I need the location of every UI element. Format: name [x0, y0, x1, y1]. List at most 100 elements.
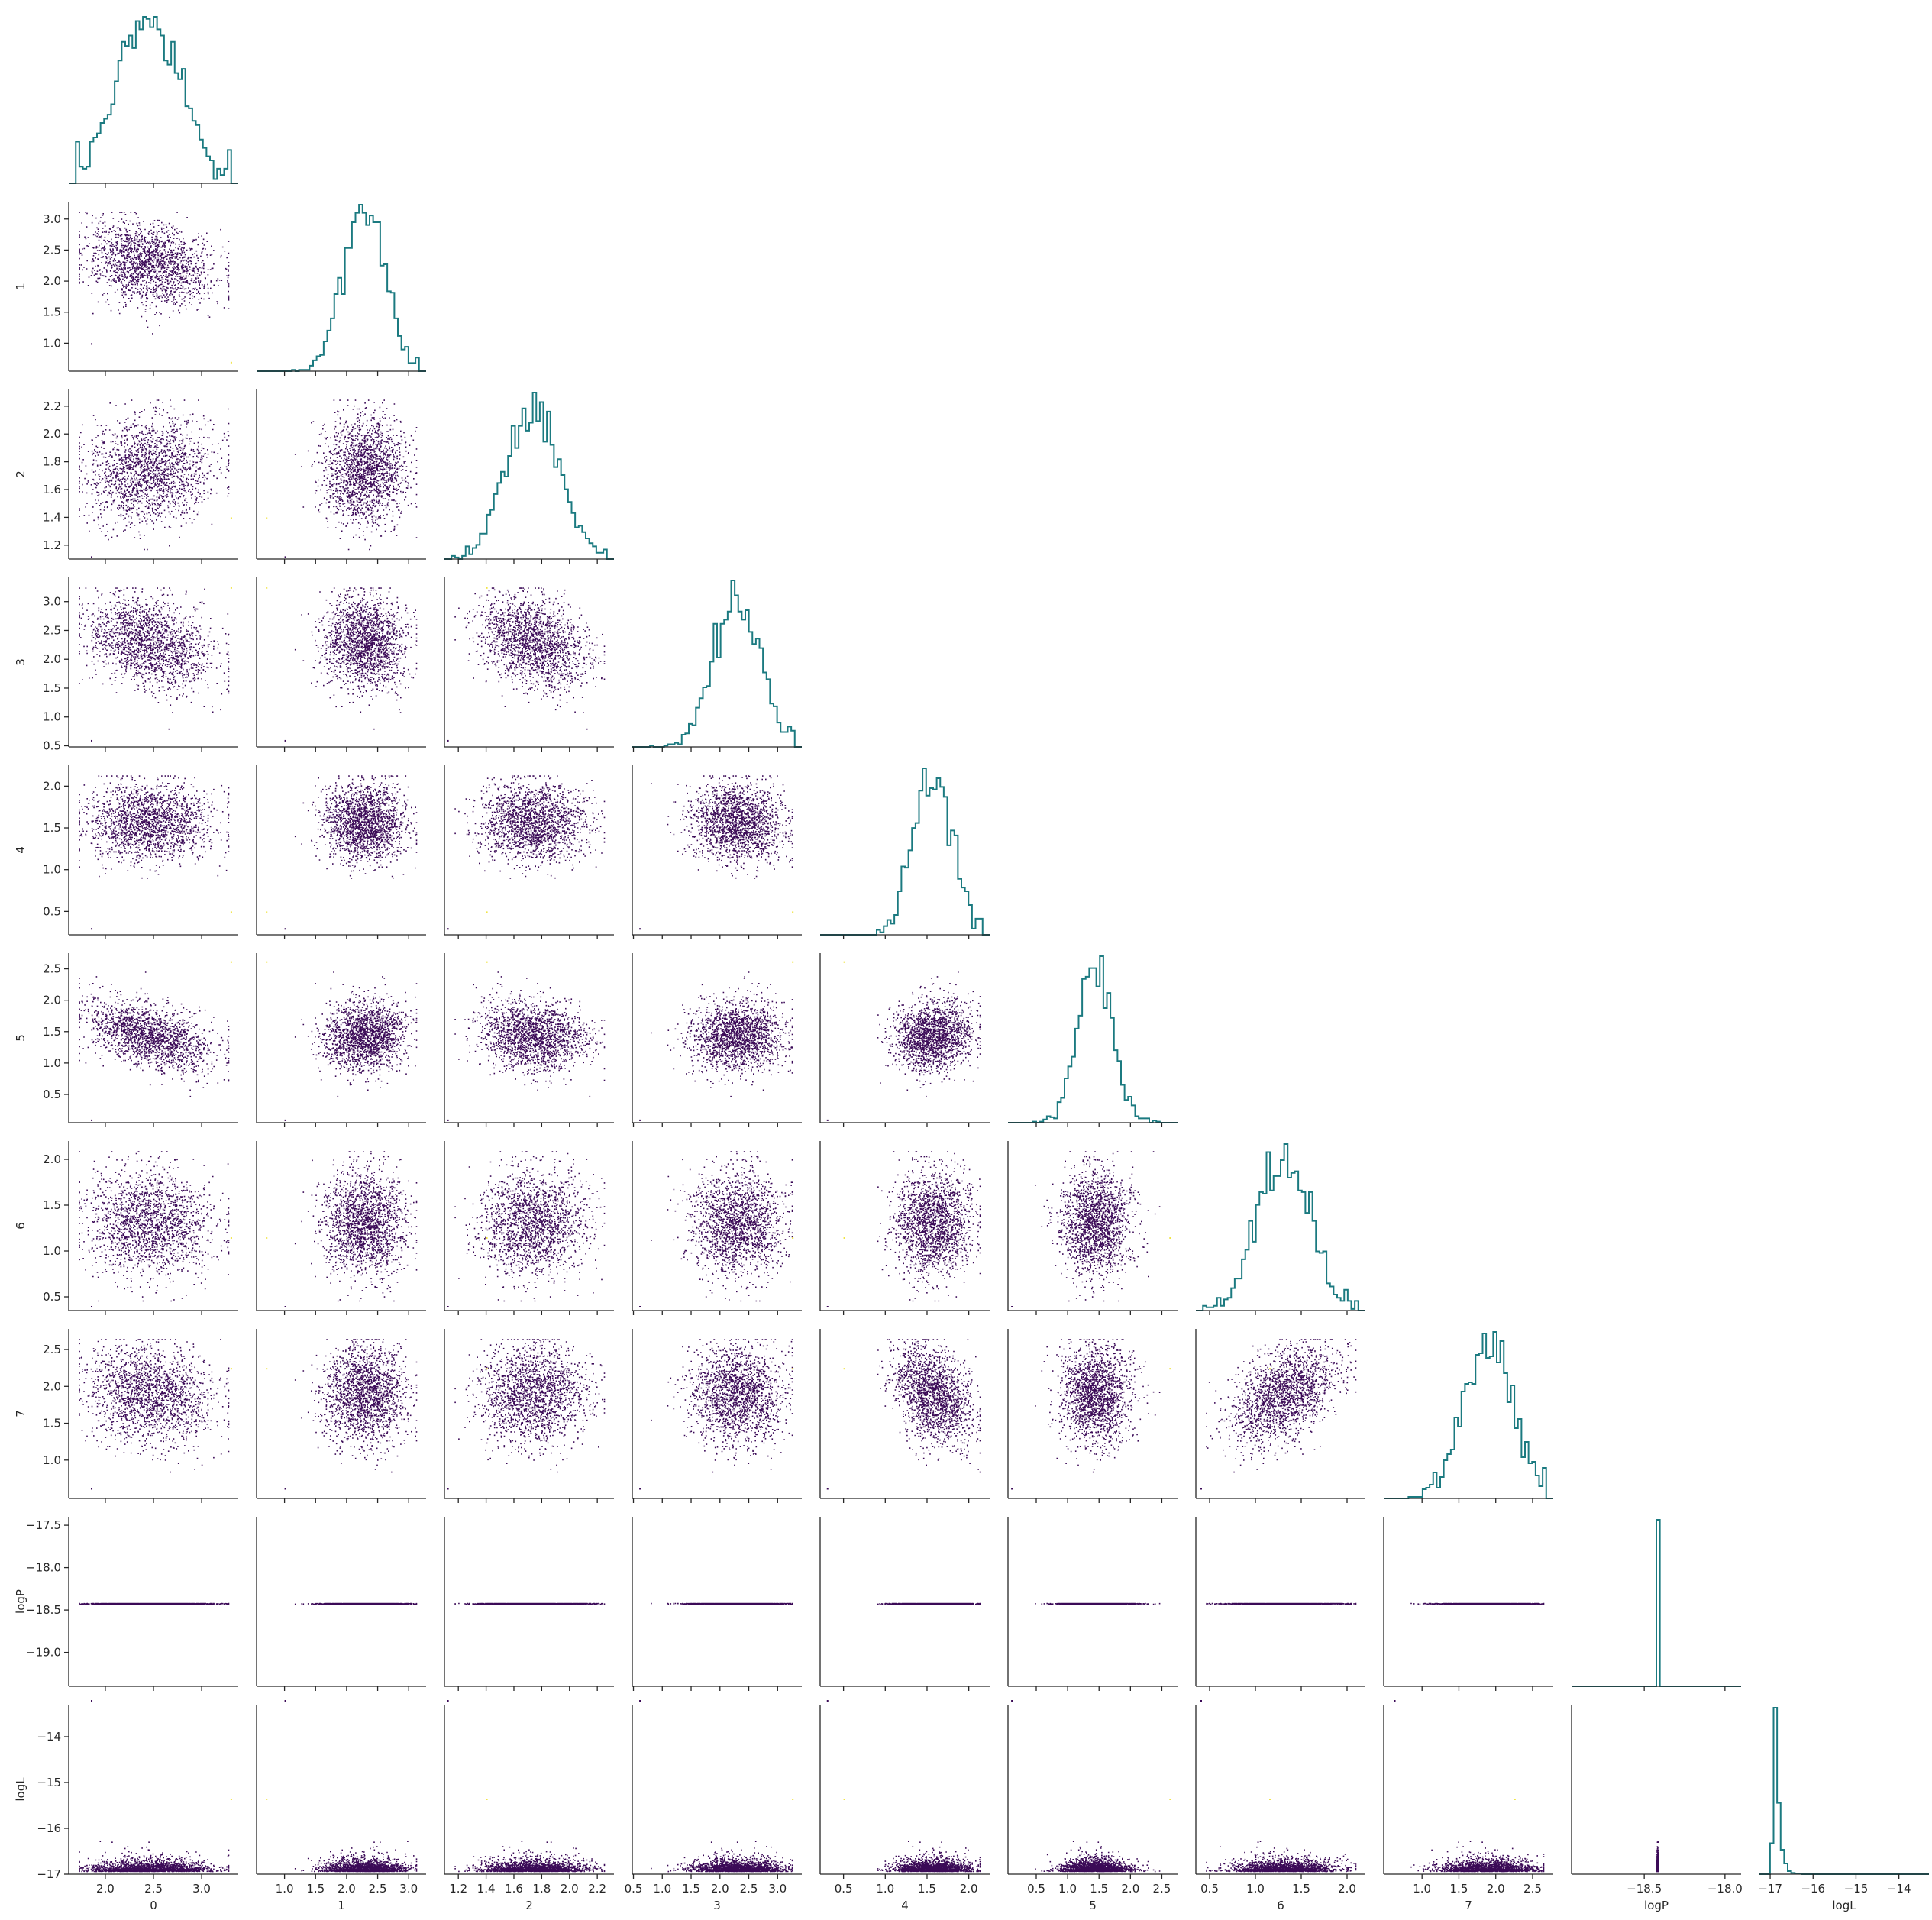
scatter-points-logP-2: [454, 1602, 606, 1605]
x-tick-label: 2.0: [1338, 1882, 1356, 1896]
scatter-outlier: [639, 1700, 641, 1702]
scatter-points-6-2: [454, 1151, 606, 1302]
panel-7-vs-4: [819, 1329, 990, 1503]
x-axis-label-3: 3: [713, 1899, 721, 1912]
panel-4-vs-1: [256, 765, 426, 939]
x-tick-label: 1.0: [1058, 1882, 1077, 1896]
panel-logP-vs-6: [1195, 1517, 1365, 1691]
x-tick-label: 1.4: [477, 1882, 496, 1896]
scatter-best-point: [486, 961, 488, 963]
scatter-outlier: [284, 928, 286, 930]
panel-logL-vs-logP: −18.5 −18.0 logP: [1571, 1705, 1743, 1912]
y-tick-label: 2.0: [43, 652, 61, 666]
x-tick-label: 1.5: [918, 1882, 936, 1896]
panel-logL-vs-6: 0.5 1.0 1.5 2.0 6: [1195, 1700, 1365, 1912]
scatter-points-4-3: [651, 775, 793, 879]
x-axis-label-0: 0: [150, 1899, 157, 1912]
scatter-points-logP-1: [294, 1602, 418, 1605]
scatter-points-5-3: [651, 971, 793, 1097]
scatter-points-logL-logP: [1656, 1841, 1659, 1873]
scatter-outlier: [447, 1488, 449, 1490]
y-tick-label: 2.5: [43, 1343, 61, 1356]
scatter-best-point: [486, 1368, 488, 1370]
panel-7-vs-3: [632, 1329, 802, 1503]
y-tick-label: 3.0: [43, 212, 61, 226]
y-tick-label: 1.0: [43, 710, 61, 724]
scatter-outlier: [1011, 1306, 1013, 1307]
scatter-points-logL-6: [1206, 1841, 1357, 1873]
panel-7-vs-2: [444, 1329, 614, 1503]
scatter-outlier: [91, 739, 93, 742]
panel-3-vs-0: 0.5 1.0 1.5 2.0 2.5 3.0 3: [14, 577, 238, 752]
panel-7-vs-7: [1384, 1331, 1553, 1503]
scatter-points-logL-1: [294, 1841, 418, 1873]
y-tick-label: −18.0: [26, 1561, 61, 1575]
panel-5-vs-0: 0.5 1.0 1.5 2.0 2.5 5: [14, 953, 238, 1127]
scatter-best-point: [1269, 1799, 1271, 1800]
panels: 1.0 1.5 2.0 2.5 3.0 1 1.2 1.4 1.6 1.8 2.0 2.2 2 0.5 1.…: [14, 16, 1929, 1912]
y-axis-label-logP: logP: [14, 1589, 27, 1614]
x-tick-label: 1.6: [505, 1882, 523, 1896]
x-tick-label: 1.5: [1450, 1882, 1468, 1896]
scatter-points-6-4: [877, 1151, 981, 1302]
x-tick-label: 2.0: [960, 1882, 978, 1896]
panel-6-vs-3: [632, 1141, 802, 1315]
panel-2-vs-1: [256, 389, 426, 564]
scatter-outlier: [284, 556, 286, 558]
panel-logL-vs-7: 1.0 1.5 2.0 2.5 7: [1383, 1700, 1553, 1912]
x-tick-label: 1.0: [876, 1882, 894, 1896]
panel-logP-vs-2: [444, 1517, 614, 1691]
scatter-points-3-2: [454, 587, 606, 730]
x-tick-label: −17: [1758, 1882, 1782, 1896]
x-tick-label: 2.5: [144, 1882, 163, 1896]
x-tick-label: 0.5: [1200, 1882, 1219, 1896]
panel-7-vs-1: [256, 1329, 426, 1503]
y-tick-label: 1.0: [43, 336, 61, 350]
y-tick-label: 2.0: [43, 1152, 61, 1166]
scatter-points-6-5: [1035, 1151, 1161, 1302]
scatter-points-4-2: [454, 775, 606, 879]
y-tick-label: 2.0: [43, 1379, 61, 1393]
panel-4-vs-3: [632, 765, 802, 939]
scatter-best-point: [1169, 1237, 1171, 1239]
panel-3-vs-1: [256, 577, 426, 752]
y-tick-label: −17: [37, 1867, 61, 1881]
scatter-best-point: [230, 587, 232, 589]
scatter-outlier: [447, 739, 449, 742]
scatter-points-2-1: [294, 399, 418, 551]
scatter-points-logP-7: [1410, 1602, 1545, 1605]
x-tick-label: −18.5: [1627, 1882, 1662, 1896]
x-tick-label: 0.5: [1027, 1882, 1045, 1896]
y-tick-label: 2.0: [43, 779, 61, 793]
scatter-points-7-6: [1206, 1339, 1357, 1473]
x-axis-label-1: 1: [338, 1899, 345, 1912]
y-tick-label: 1.5: [43, 1025, 61, 1039]
x-axis-label-2: 2: [525, 1899, 533, 1912]
histogram-5: [1008, 955, 1178, 1123]
panel-logL-vs-5: 0.5 1.0 1.5 2.0 2.5 5: [1007, 1700, 1178, 1912]
scatter-points-logL-3: [651, 1841, 793, 1873]
scatter-outlier: [447, 1700, 449, 1702]
scatter-points-7-4: [877, 1339, 981, 1473]
scatter-points-logP-3: [651, 1602, 793, 1605]
y-tick-label: −15: [37, 1776, 61, 1789]
x-tick-label: 2.0: [1121, 1882, 1139, 1896]
x-tick-label: −15: [1844, 1882, 1869, 1896]
scatter-points-3-0: [79, 587, 230, 730]
x-tick-label: 1.5: [306, 1882, 325, 1896]
y-tick-label: −17.5: [26, 1518, 61, 1532]
scatter-best-point: [792, 1368, 794, 1370]
y-tick-label: 1.5: [43, 681, 61, 695]
scatter-points-4-0: [79, 775, 230, 879]
x-tick-label: 3.0: [399, 1882, 418, 1896]
scatter-outlier: [1011, 1488, 1013, 1490]
scatter-outlier: [826, 1488, 829, 1490]
y-tick-label: 2.5: [43, 962, 61, 976]
scatter-points-7-2: [454, 1339, 606, 1473]
scatter-points-7-1: [294, 1339, 418, 1473]
scatter-best-point: [792, 1237, 794, 1239]
scatter-outlier: [639, 928, 641, 930]
x-tick-label: 2.0: [561, 1882, 579, 1896]
scatter-points-logP-0: [79, 1602, 230, 1605]
